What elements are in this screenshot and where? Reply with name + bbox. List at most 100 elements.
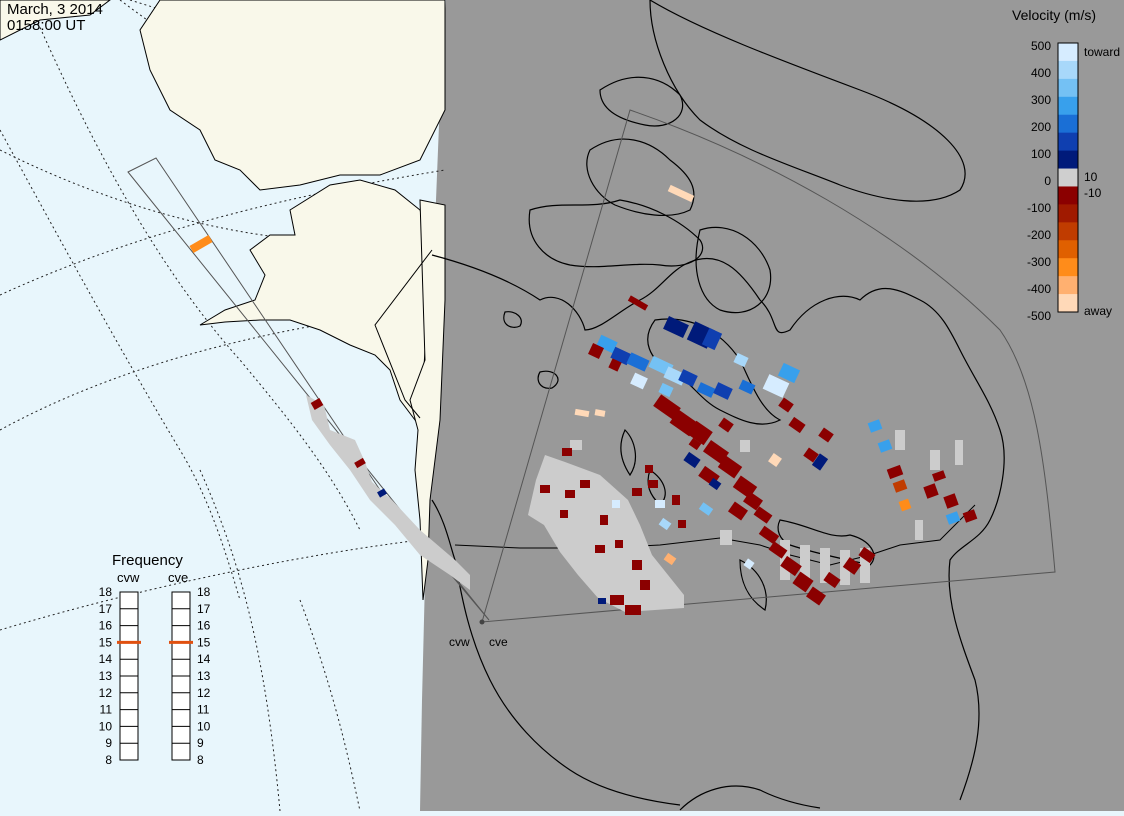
velocity-echo-cell	[310, 398, 324, 410]
velocity-echo-cell	[867, 419, 883, 433]
velocity-echo-cell	[823, 571, 841, 589]
alaska-canada-border	[374, 249, 433, 419]
velocity-echo-cell	[842, 557, 862, 575]
ground-scatter-cell	[820, 548, 830, 583]
colorbar-band	[1058, 258, 1078, 277]
velocity-echo-cell	[713, 382, 733, 400]
velocity-echo-cell	[658, 517, 672, 531]
colorbar-band	[1058, 132, 1078, 152]
velocity-echo-cell	[672, 495, 680, 505]
velocity-echo-cell	[803, 447, 819, 463]
frequency-label-left: 16	[99, 619, 113, 633]
date-label: March, 3 2014	[7, 1, 103, 18]
velocity-echo-cell	[733, 352, 749, 368]
frequency-label-right: 18	[197, 585, 211, 599]
night-shade-region	[420, 0, 1124, 811]
colorbar-band	[1058, 294, 1078, 313]
velocity-echo-cell	[696, 382, 716, 398]
arctic-island	[586, 138, 695, 216]
velocity-echo-cell	[931, 470, 947, 482]
ground-scatter-cell	[895, 430, 905, 450]
velocity-echo-cell	[945, 511, 961, 525]
coastline	[431, 499, 681, 806]
velocity-echo-cell	[743, 491, 763, 511]
frequency-label-left: 13	[99, 669, 113, 683]
velocity-echo-cell	[655, 500, 665, 508]
velocity-echo-cell	[580, 480, 590, 488]
colorbar-band	[1058, 168, 1078, 187]
velocity-echo-cell	[892, 479, 908, 493]
velocity-echo-cell	[923, 483, 939, 499]
velocity-echo-cell	[768, 541, 788, 559]
frequency-column-cvw: cvw	[117, 570, 140, 585]
colorbar-away-label: away	[1084, 304, 1112, 318]
velocity-echo-cell	[678, 369, 698, 387]
velocity-echo-cell	[663, 316, 689, 338]
graticule-line	[0, 129, 241, 601]
frequency-label-left: 9	[105, 736, 112, 750]
velocity-echo-cell	[189, 235, 213, 253]
velocity-echo-cell	[886, 464, 904, 480]
colorbar-tick-label: -400	[1027, 282, 1051, 296]
velocity-echo-cell	[728, 501, 748, 521]
velocity-echo-cell	[777, 362, 801, 384]
ground-scatter-beam	[306, 395, 470, 590]
colorbar-tick-label: -10	[1084, 186, 1102, 200]
greenland	[649, 0, 966, 202]
frequency-label-right: 14	[197, 652, 211, 666]
small-island	[537, 370, 559, 389]
ground-scatter-cell	[800, 545, 810, 585]
colorbar-band	[1058, 78, 1078, 98]
colorbar-tick-label: 10	[1084, 170, 1098, 184]
velocity-echo-cell	[610, 346, 632, 366]
canada-west-coast	[409, 199, 446, 601]
velocity-echo-cell	[811, 453, 829, 471]
radar-site-marker	[479, 619, 485, 625]
colorbar-bands	[1058, 43, 1078, 313]
frequency-label-right: 8	[197, 753, 204, 767]
ground-scatter-cell	[930, 450, 940, 470]
velocity-echo-cell	[858, 546, 876, 564]
frequency-label-left: 14	[99, 652, 113, 666]
frequency-label-left: 18	[99, 585, 113, 599]
colorbar-band	[1058, 204, 1078, 223]
radar-label-cve: cve	[489, 635, 508, 649]
frequency-column-cve: cve	[168, 570, 188, 585]
frequency-grid: 18 18 17 17 16 16 15 15 14 14 13 13 12 12 11 11 10 10 9 9 8 8	[99, 585, 211, 767]
frequency-label-right: 17	[197, 602, 211, 616]
frequency-panel: Frequency cvw cve 18 18 17 17 16 16 15 15 14 14 13…	[99, 552, 211, 767]
velocity-echo-cell	[943, 493, 959, 509]
colorbar-band	[1058, 240, 1078, 259]
frequency-label-left: 10	[99, 719, 113, 733]
velocity-echo-cell	[632, 488, 642, 496]
colorbar-band	[1058, 276, 1078, 295]
velocity-echo-cell	[962, 509, 978, 523]
velocity-echo-cell	[377, 488, 387, 498]
velocity-echo-cell	[630, 372, 648, 390]
velocity-echo-cell	[645, 465, 653, 473]
small-island	[503, 311, 522, 328]
velocity-echo-cell	[625, 605, 641, 615]
velocity-echo-cell	[718, 417, 734, 433]
velocity-echo-cell	[648, 480, 658, 488]
frequency-label-right: 11	[197, 703, 210, 717]
velocity-echo-cell	[354, 457, 366, 469]
colorbar-band	[1058, 114, 1078, 134]
velocity-echo-cell	[560, 510, 568, 518]
velocity-echo-cell	[610, 595, 624, 605]
colorbar-band	[1058, 150, 1078, 170]
velocity-echo-cell	[678, 520, 686, 528]
ground-scatter-cell	[860, 548, 870, 583]
coastline	[679, 785, 821, 811]
colorbar-tick-label: 500	[1031, 39, 1051, 53]
graticule-line	[0, 169, 446, 296]
graticule-line	[27, 0, 361, 531]
velocity-echo-cell	[780, 555, 802, 577]
colorbar-frame	[1057, 42, 1079, 313]
velocity-echo-cell	[608, 358, 622, 372]
ground-scatter-cell	[740, 440, 750, 452]
velocity-echo-cell	[540, 485, 550, 493]
graticule-line	[199, 469, 281, 812]
velocity-echo-cell	[653, 394, 681, 420]
ground-scatter-cell	[570, 440, 582, 450]
